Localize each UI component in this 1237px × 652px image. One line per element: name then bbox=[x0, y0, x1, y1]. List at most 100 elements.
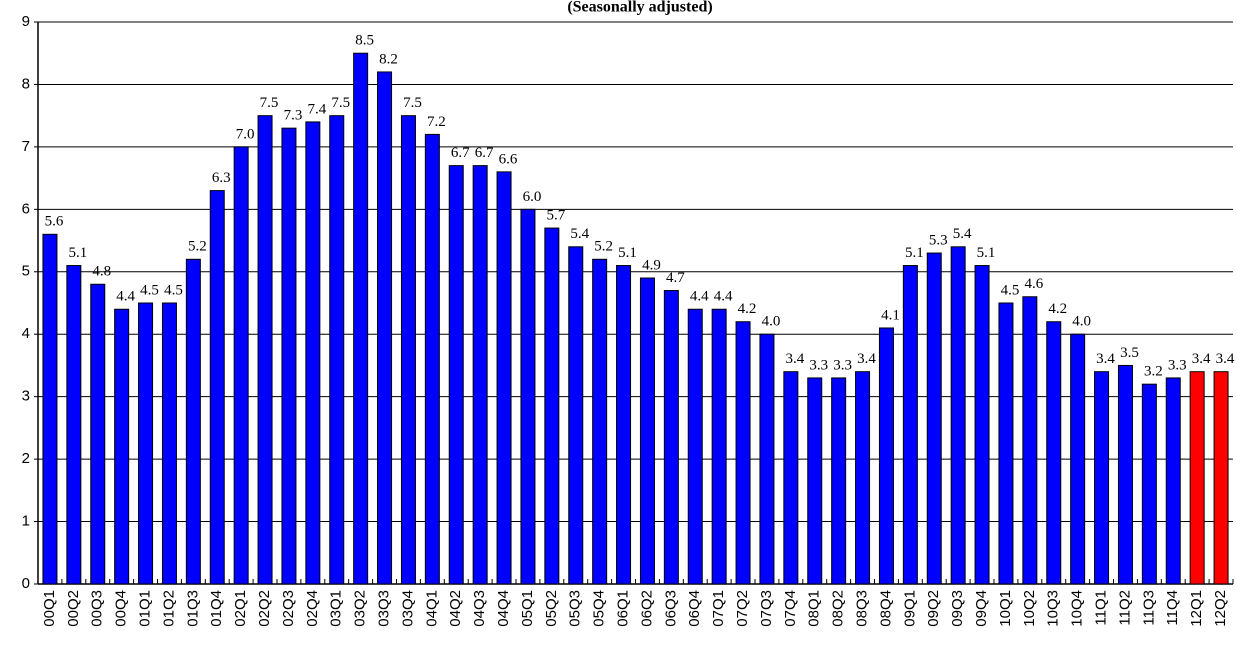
x-tick-label: 06Q3 bbox=[662, 590, 679, 627]
bar bbox=[329, 115, 345, 585]
x-tick-label: 09Q3 bbox=[949, 590, 966, 627]
bar bbox=[1213, 371, 1229, 585]
y-tick-label: 8 bbox=[22, 75, 30, 92]
bar bbox=[209, 190, 225, 585]
x-tick-label: 00Q4 bbox=[113, 590, 130, 627]
x-tick-label: 12Q2 bbox=[1212, 590, 1229, 627]
data-label: 4.4 bbox=[714, 289, 733, 305]
bar bbox=[568, 246, 584, 585]
bar bbox=[161, 302, 177, 585]
data-label: 5.7 bbox=[546, 208, 565, 224]
x-tick-label: 08Q4 bbox=[877, 590, 894, 627]
data-label: 6.7 bbox=[451, 145, 470, 161]
data-label: 5.1 bbox=[618, 245, 637, 261]
y-tick-label: 0 bbox=[22, 575, 30, 592]
bar bbox=[1046, 321, 1062, 585]
bar bbox=[735, 321, 751, 585]
bar bbox=[1070, 333, 1086, 585]
data-label: 7.5 bbox=[403, 95, 422, 111]
data-label: 4.6 bbox=[1024, 276, 1043, 292]
data-label: 5.4 bbox=[953, 226, 972, 242]
bar bbox=[855, 371, 871, 585]
x-tick-label: 04Q1 bbox=[423, 590, 440, 627]
x-tick-label: 01Q2 bbox=[160, 590, 177, 627]
bar bbox=[711, 308, 727, 585]
data-label: 4.7 bbox=[666, 270, 685, 286]
data-label: 3.3 bbox=[833, 357, 852, 373]
bar bbox=[257, 115, 273, 585]
x-tick-label: 05Q4 bbox=[591, 590, 608, 627]
data-label: 7.2 bbox=[427, 114, 446, 130]
x-tick-label: 10Q1 bbox=[997, 590, 1014, 627]
bar bbox=[520, 208, 536, 585]
x-tick-label: 07Q4 bbox=[782, 590, 799, 627]
x-tick-label: 01Q1 bbox=[137, 590, 154, 627]
x-tick-label: 02Q2 bbox=[256, 590, 273, 627]
data-label: 7.4 bbox=[307, 101, 326, 117]
x-tick-label: 03Q1 bbox=[328, 590, 345, 627]
data-label: 6.0 bbox=[523, 189, 542, 205]
x-tick-label: 05Q1 bbox=[519, 590, 536, 627]
data-label: 4.9 bbox=[642, 257, 661, 273]
bar bbox=[1189, 371, 1205, 585]
data-label: 3.4 bbox=[857, 351, 876, 367]
bar bbox=[138, 302, 154, 585]
data-label: 5.4 bbox=[570, 226, 589, 242]
data-label: 3.4 bbox=[1216, 351, 1235, 367]
x-tick-label: 00Q1 bbox=[41, 590, 58, 627]
x-tick-label: 10Q3 bbox=[1045, 590, 1062, 627]
bar bbox=[902, 265, 918, 585]
bar bbox=[42, 233, 58, 585]
bar bbox=[281, 127, 297, 585]
y-tick-label: 2 bbox=[22, 450, 30, 467]
data-label: 7.5 bbox=[260, 95, 279, 111]
data-label: 4.5 bbox=[164, 282, 183, 298]
x-tick-label: 06Q2 bbox=[638, 590, 655, 627]
x-tick-label: 09Q2 bbox=[925, 590, 942, 627]
x-tick-label: 00Q2 bbox=[65, 590, 82, 627]
bar bbox=[1141, 383, 1157, 585]
bar bbox=[233, 146, 249, 585]
data-label: 7.3 bbox=[284, 108, 303, 124]
bar bbox=[90, 283, 106, 585]
data-label: 5.1 bbox=[905, 245, 924, 261]
bar bbox=[496, 171, 512, 585]
bar bbox=[807, 377, 823, 585]
x-tick-label: 02Q4 bbox=[304, 590, 321, 627]
x-tick-label: 12Q1 bbox=[1188, 590, 1205, 627]
x-tick-label: 08Q3 bbox=[854, 590, 871, 627]
x-tick-label: 06Q1 bbox=[615, 590, 632, 627]
y-tick-label: 3 bbox=[22, 388, 30, 405]
y-tick-label: 4 bbox=[22, 325, 30, 342]
data-label: 4.1 bbox=[881, 307, 900, 323]
data-label: 4.2 bbox=[1048, 301, 1067, 317]
x-tick-label: 00Q3 bbox=[89, 590, 106, 627]
data-label: 3.2 bbox=[1144, 364, 1163, 380]
bar bbox=[424, 133, 440, 585]
bar bbox=[544, 227, 560, 585]
x-tick-label: 04Q2 bbox=[447, 590, 464, 627]
data-label: 3.4 bbox=[785, 351, 804, 367]
data-label: 3.4 bbox=[1192, 351, 1211, 367]
bar bbox=[831, 377, 847, 585]
x-tick-label: 10Q4 bbox=[1069, 590, 1086, 627]
bar bbox=[377, 71, 393, 585]
data-label: 4.8 bbox=[92, 264, 111, 280]
x-tick-label: 09Q4 bbox=[973, 590, 990, 627]
bar bbox=[448, 165, 464, 585]
bar bbox=[1165, 377, 1181, 585]
y-tick-label: 1 bbox=[22, 513, 30, 530]
bar bbox=[185, 258, 201, 585]
bar bbox=[926, 252, 942, 585]
bar bbox=[400, 115, 416, 585]
y-tick-label: 9 bbox=[22, 13, 30, 30]
x-tick-label: 03Q2 bbox=[352, 590, 369, 627]
chart-title: (Seasonally adjusted) bbox=[567, 0, 712, 16]
x-tick-label: 07Q1 bbox=[710, 590, 727, 627]
bar bbox=[783, 371, 799, 585]
data-label: 3.4 bbox=[1096, 351, 1115, 367]
y-tick-label: 5 bbox=[22, 263, 30, 280]
data-label: 5.2 bbox=[594, 239, 613, 255]
x-tick-label: 01Q3 bbox=[184, 590, 201, 627]
x-tick-label: 04Q3 bbox=[471, 590, 488, 627]
